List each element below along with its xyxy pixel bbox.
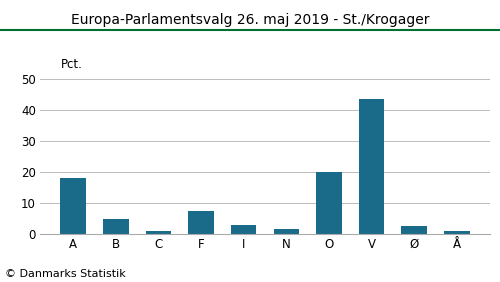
Bar — [402, 226, 427, 234]
Text: © Danmarks Statistik: © Danmarks Statistik — [5, 269, 126, 279]
Bar — [188, 211, 214, 234]
Bar — [359, 99, 384, 234]
Bar — [444, 231, 469, 234]
Bar — [316, 172, 342, 234]
Bar — [146, 231, 171, 234]
Bar — [60, 178, 86, 234]
Text: Europa-Parlamentsvalg 26. maj 2019 - St./Krogager: Europa-Parlamentsvalg 26. maj 2019 - St.… — [71, 13, 429, 27]
Bar — [103, 219, 128, 234]
Bar — [274, 230, 299, 234]
Text: Pct.: Pct. — [60, 58, 82, 71]
Bar — [231, 225, 256, 234]
